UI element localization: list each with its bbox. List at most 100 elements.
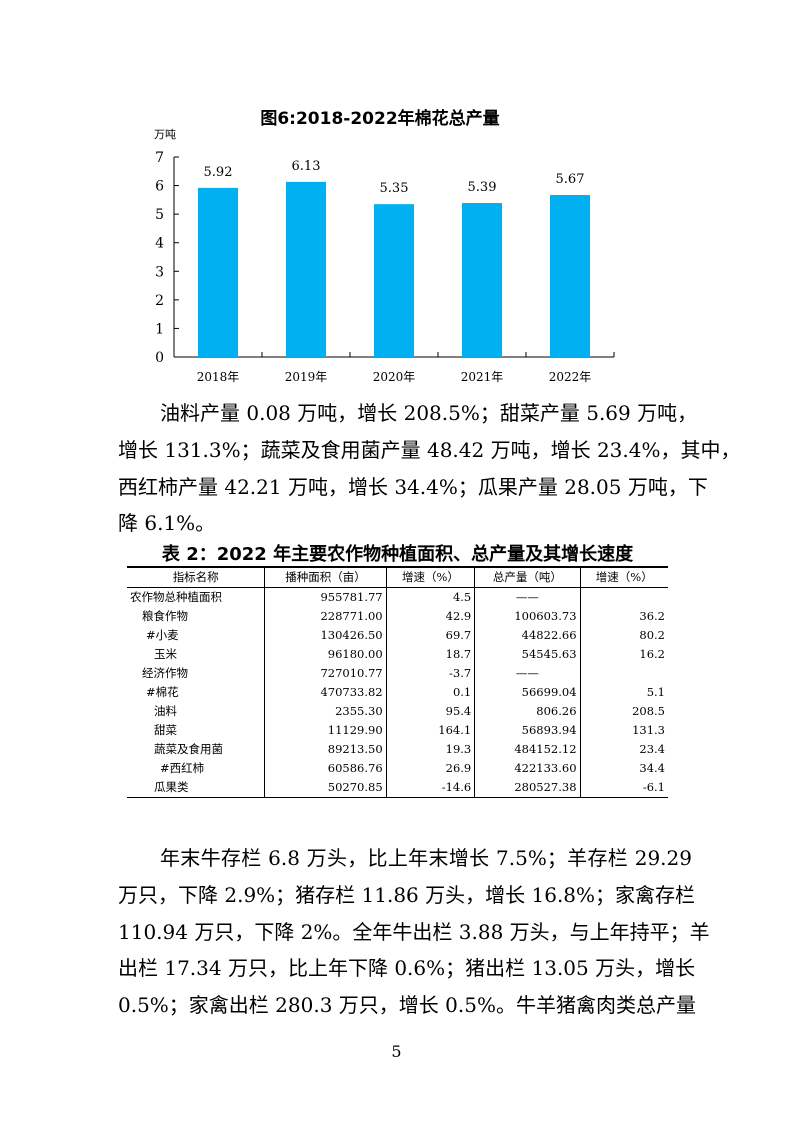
page-number: 5 [391,1042,402,1061]
y-tick-label: 2 [155,293,164,309]
text-line: 油料产量 0.08 万吨，增长 208.5%；甜菜产量 5.69 万吨， [160,401,698,425]
table-cell: 42.9 [386,607,476,626]
table-cell: 19.3 [386,740,476,759]
row-label: 瓜果类 [127,778,266,798]
data-label: 5.39 [468,180,497,195]
x-tick-label: 2022年 [549,370,592,384]
table-row: 蔬菜及食用菌 89213.50 19.3 484152.12 23.4 [127,740,668,759]
table-cell: 422133.60 [474,759,581,778]
table-cell: 727010.77 [264,664,387,683]
table-cell: —— [474,664,581,683]
data-label: 6.13 [292,159,321,174]
text-line: 110.94 万只，下降 2%。全年牛出栏 3.88 万头，与上年持平；羊 [118,919,710,944]
y-tick-label: 1 [155,321,164,337]
table-cell: 11129.90 [264,721,387,740]
y-axis-unit: 万吨 [154,128,176,141]
row-label: #西红柿 [127,759,266,778]
row-label: #小麦 [127,626,266,645]
text-line: 西红柿产量 42.21 万吨，增长 34.4%；瓜果产量 28.05 万吨，下 [118,474,708,499]
x-tick-label: 2019年 [285,370,328,384]
y-tick-label: 6 [155,179,164,195]
row-label: 甜菜 [127,721,266,740]
table-row: 油料 2355.30 95.4 806.26 208.5 [127,702,668,721]
table-cell: 470733.82 [264,683,387,702]
table-row: 农作物总种植面积 955781.77 4.5 —— [127,587,668,608]
table-row: #西红柿 60586.76 26.9 422133.60 34.4 [127,759,668,778]
table-row: 瓜果类 50270.85 -14.6 280527.38 -6.1 [127,778,668,798]
table-cell: 36.2 [639,609,665,623]
table-cell: 26.9 [386,759,476,778]
y-tick-label: 0 [155,350,164,366]
data-label: 5.35 [380,181,409,196]
table-cell: 44822.66 [474,626,581,645]
table-cell: 806.26 [474,702,581,721]
row-label: 粮食作物 [127,607,266,626]
y-tick-label: 3 [155,264,164,280]
x-tick-label: 2021年 [461,370,504,384]
table-cell: 228771.00 [264,607,387,626]
table-cell: 131.3 [632,723,665,737]
text-line: 0.5%；家禽出栏 280.3 万只，增长 0.5%。牛羊猪禽肉类总产量 [118,993,696,1018]
table-cell: 56893.94 [474,721,581,740]
table-cell: 80.2 [639,628,665,642]
paragraph-livestock: 年末牛存栏 6.8 万头，比上年末增长 7.5%；羊存栏 29.29 万只，下降 … [118,840,710,1024]
table-row: 经济作物 727010.77 -3.7 —— [127,664,668,683]
table-cell: 18.7 [386,645,476,664]
table-row: 粮食作物 228771.00 42.9 100603.73 36.2 [127,607,668,626]
table-cell: 34.4 [639,761,665,775]
text-line: 降 6.1%。 [118,511,216,536]
row-label: 油料 [127,702,266,721]
table-cell: 130426.50 [264,626,387,645]
table-row: 甜菜 11129.90 164.1 56893.94 131.3 [127,721,668,740]
bar [462,203,502,357]
table-cell: 60586.76 [264,759,387,778]
y-tick-label: 4 [155,236,164,252]
column-header: 增速（%） [386,567,476,588]
row-label: 经济作物 [127,664,266,683]
bar [286,181,326,357]
table-cell: 2355.30 [264,702,387,721]
table-cell: 4.5 [386,587,476,607]
table-cell [580,664,668,683]
row-label: 农作物总种植面积 [127,587,266,607]
table-cell: 89213.50 [264,740,387,759]
table-cell: 100603.73 [474,607,581,626]
x-tick-label: 2020年 [373,370,416,384]
text-line: 增长 131.3%；蔬菜及食用菌产量 48.42 万吨，增长 23.4%，其中， [118,437,741,462]
table-cell: 16.2 [639,647,665,661]
table-cell: 54545.63 [474,645,581,664]
table-cell: —— [474,587,581,607]
column-header: 增速（%） [595,570,653,584]
table-row: #棉花 470733.82 0.1 56699.04 5.1 [127,683,668,702]
table-cell: -3.7 [386,664,476,683]
table-title: 表 2：2022 年主要农作物种植面积、总产量及其增长速度 [161,544,634,565]
table-header-row: 指标名称 播种面积（亩） 增速（%） 总产量（吨） 增速（%） [127,567,668,588]
bar [550,195,590,357]
table-cell: 208.5 [632,704,665,718]
table-cell: -6.1 [642,780,665,794]
data-label: 5.92 [204,165,233,180]
column-header: 播种面积（亩） [264,567,387,588]
table-cell: 95.4 [386,702,476,721]
table-cell: -14.6 [386,778,476,798]
row-label: #棉花 [127,683,266,702]
text-line: 出栏 17.34 万只，比上年下降 0.6%；猪出栏 13.05 万头，增长 [118,956,696,981]
table-cell: 50270.85 [264,778,387,798]
bar [374,204,414,357]
table-cell: 23.4 [639,742,665,756]
column-header: 指标名称 [127,567,266,588]
table-cell: 484152.12 [474,740,581,759]
table-cell: 164.1 [386,721,476,740]
text-line: 万只，下降 2.9%；猪存栏 11.86 万头，增长 16.8%；家禽存栏 [118,882,696,907]
y-tick-label: 7 [155,150,164,166]
table-cell: 955781.77 [264,587,387,607]
table-row: 玉米 96180.00 18.7 54545.63 16.2 [127,645,668,664]
bar [198,187,238,357]
paragraph-oil-vegetables: 油料产量 0.08 万吨，增长 208.5%；甜菜产量 5.69 万吨， 增长 1… [118,395,741,542]
text-line: 年末牛存栏 6.8 万头，比上年末增长 7.5%；羊存栏 29.29 [160,846,692,870]
crops-table: 指标名称 播种面积（亩） 增速（%） 总产量（吨） 增速（%） 农作物总种植面积 9557… [127,566,668,798]
table-cell: 0.1 [386,683,476,702]
table-cell [580,588,668,608]
chart-title: 图6:2018-2022年棉花总产量 [260,108,499,129]
